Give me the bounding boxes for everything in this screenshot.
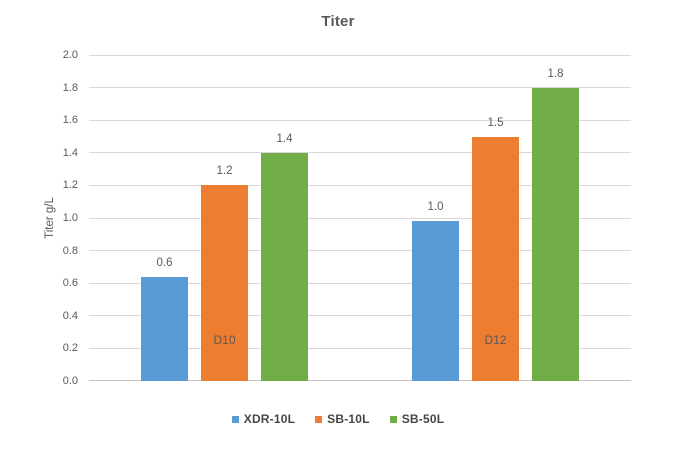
bar-SB-10L-D10 bbox=[201, 185, 248, 381]
gridline-y-0.8 bbox=[89, 250, 631, 252]
data-label-SB-10L-D10: 1.2 bbox=[216, 165, 233, 178]
x-axis-line bbox=[89, 380, 631, 381]
y-tick-label: 1.2 bbox=[62, 179, 78, 192]
y-tick-label: 1.8 bbox=[62, 81, 78, 94]
data-label-XDR-10L-D12: 1.0 bbox=[427, 201, 444, 214]
gridline-y-1.8 bbox=[89, 87, 631, 89]
legend-label: SB-50L bbox=[401, 412, 445, 426]
data-label-XDR-10L-D10: 0.6 bbox=[156, 256, 173, 269]
plot-area: 0.6 1.2 1.4 1.0 1.5 1.8 bbox=[89, 54, 631, 381]
x-category-label-D10: D10 bbox=[213, 333, 236, 347]
bar-SB-50L-D10 bbox=[261, 152, 308, 381]
gridline-y-2.0 bbox=[89, 54, 631, 56]
data-label-SB-10L-D12: 1.5 bbox=[487, 116, 504, 129]
bar-XDR-10L-D10 bbox=[141, 276, 188, 381]
legend-item-XDR-10L: XDR-10L bbox=[231, 412, 296, 426]
data-label-SB-50L-D10: 1.4 bbox=[276, 132, 293, 145]
bar-SB-10L-D12 bbox=[472, 136, 519, 381]
bar-SB-50L-D12 bbox=[532, 87, 579, 381]
y-tick-label: 1.6 bbox=[62, 114, 78, 127]
y-tick-label: 0.6 bbox=[62, 277, 78, 290]
legend-marker-icon bbox=[315, 415, 323, 423]
gridline-y-1.2 bbox=[89, 184, 631, 186]
y-tick-label: 0.0 bbox=[62, 375, 78, 387]
gridline-y-1.4 bbox=[89, 152, 631, 154]
legend-label: SB-10L bbox=[327, 412, 370, 426]
chart-legend: XDR-10L SB-10L SB-50L bbox=[0, 411, 676, 427]
legend-marker-icon bbox=[231, 415, 239, 423]
legend-label: XDR-10L bbox=[243, 412, 296, 426]
legend-item-SB-50L: SB-50L bbox=[389, 412, 445, 426]
gridline-y-1.6 bbox=[89, 119, 631, 121]
y-tick-label: 1.4 bbox=[62, 146, 78, 159]
gridline-y-0.6 bbox=[89, 282, 631, 284]
chart-title: Titer bbox=[321, 13, 355, 30]
x-category-label-D12: D12 bbox=[484, 333, 507, 347]
data-label-SB-50L-D12: 1.8 bbox=[547, 67, 564, 80]
y-tick-label: 2.0 bbox=[62, 49, 78, 61]
y-tick-label: 0.4 bbox=[62, 309, 78, 322]
gridline-y-0.4 bbox=[89, 315, 631, 317]
gridline-y-1.0 bbox=[89, 217, 631, 219]
y-tick-label: 1.0 bbox=[62, 212, 78, 224]
y-tick-label: 0.2 bbox=[62, 342, 78, 355]
gridline-y-0.2 bbox=[89, 347, 631, 349]
y-axis-tick-labels: 0.0 0.2 0.4 0.6 0.8 1.0 1.2 1.4 1.6 1.8 2.0 bbox=[0, 49, 84, 387]
y-tick-label: 0.8 bbox=[62, 244, 78, 257]
legend-item-SB-10L: SB-10L bbox=[315, 412, 370, 426]
bar-XDR-10L-D12 bbox=[412, 221, 459, 381]
legend-marker-icon bbox=[389, 415, 397, 423]
